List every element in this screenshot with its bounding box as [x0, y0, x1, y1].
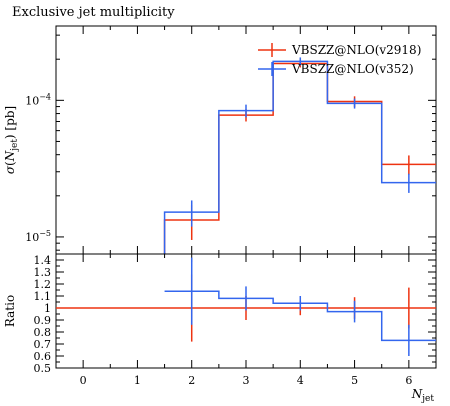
- ratio-y-tick-label: 1: [44, 302, 51, 315]
- main-y-tick-label: 10−4: [25, 92, 51, 107]
- x-axis-label: Njet: [411, 387, 435, 404]
- legend-label-series-1: VBSZZ@NLO(v2918): [291, 43, 421, 57]
- x-tick-labels: 0 1 2 3 4 5 6: [80, 374, 413, 387]
- x-tick-label: 5: [351, 374, 358, 387]
- legend: VBSZZ@NLO(v2918) VBSZZ@NLO(v352): [258, 43, 421, 76]
- main-y-tick-labels: 10−510−4: [25, 92, 51, 244]
- ratio-y-tick-label: 0.6: [34, 350, 52, 363]
- ratio-y-tick-label: 0.9: [34, 314, 52, 327]
- x-tick-label: 6: [405, 374, 412, 387]
- x-tick-label: 1: [134, 374, 141, 387]
- ratio-y-tick-label: 0.8: [34, 326, 52, 339]
- main-y-tick-label-exponent: −5: [39, 229, 51, 238]
- x-tick-label: 3: [243, 374, 250, 387]
- x-tick-label: 2: [188, 374, 195, 387]
- ratio-series: [56, 257, 436, 356]
- legend-entry-series-2: VBSZZ@NLO(v352): [258, 62, 414, 76]
- chart-title: Exclusive jet multiplicity: [12, 5, 175, 20]
- main-y-ticks: [56, 34, 436, 251]
- legend-entry-series-1: VBSZZ@NLO(v2918): [258, 43, 421, 57]
- ratio-y-tick-label: 1.4: [34, 254, 52, 267]
- ratio-panel: 0.50.60.70.80.911.11.21.31.4: [34, 253, 437, 375]
- histogram-step-series-1: [163, 62, 436, 254]
- main-y-tick-label: 10−5: [25, 229, 51, 244]
- main-y-tick-label-exponent: −4: [39, 92, 51, 101]
- x-tick-label: 0: [80, 374, 87, 387]
- ratio-y-axis-label: Ratio: [3, 295, 17, 327]
- main-panel-frame: [55, 25, 437, 255]
- main-y-tick-label-mantissa: 10: [25, 94, 39, 107]
- main-x-ticks: [55, 26, 437, 254]
- ratio-y-tick-label: 0.5: [34, 362, 52, 375]
- ratio-y-tick-label: 0.7: [34, 338, 52, 351]
- main-y-axis-label: σ(Njet) [pb]: [3, 106, 20, 174]
- ratio-y-ticks: [56, 253, 436, 369]
- legend-label-series-2: VBSZZ@NLO(v352): [291, 62, 414, 76]
- ratio-y-tick-label: 1.2: [34, 278, 52, 291]
- histogram-step-series-2: [163, 60, 436, 254]
- main-panel: 10−510−4: [25, 25, 437, 255]
- x-tick-label: 4: [297, 374, 304, 387]
- ratio-y-tick-label: 1.1: [34, 290, 52, 303]
- ratio-y-tick-labels: 0.50.60.70.80.911.11.21.31.4: [34, 254, 52, 375]
- ratio-x-ticks: [55, 254, 437, 368]
- ratio-y-tick-label: 1.3: [34, 266, 52, 279]
- main-y-tick-label-mantissa: 10: [25, 231, 39, 244]
- main-series: [163, 57, 436, 254]
